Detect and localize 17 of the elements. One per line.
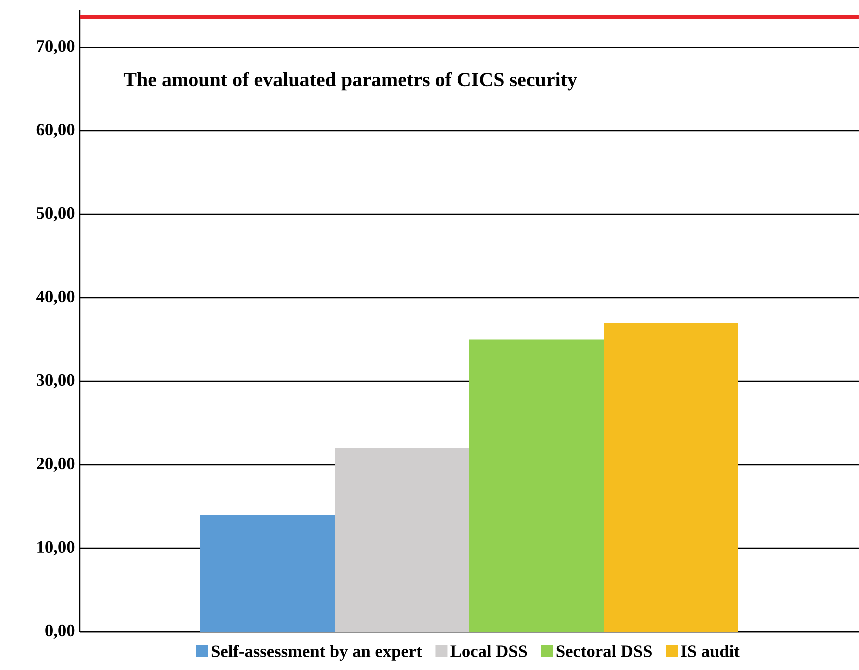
y-tick-label: 60,00 xyxy=(36,124,75,138)
bar xyxy=(604,323,738,632)
bar xyxy=(335,448,470,632)
bar xyxy=(200,515,336,632)
y-tick-label: 10,00 xyxy=(38,541,75,556)
legend-label: Sectoral DSS xyxy=(556,645,652,658)
text: The amount of evaluated parametrs of CICS security xyxy=(124,72,578,91)
y-tick-label: 0,00 xyxy=(46,624,75,640)
y-tick-label: 20,00 xyxy=(37,458,75,472)
y-tick-label: 70,00 xyxy=(37,40,75,55)
legend-label: IS audit xyxy=(681,645,740,658)
y-tick-label: 50,00 xyxy=(36,207,75,222)
bar xyxy=(470,340,604,632)
y-tick-label: 30,00 xyxy=(36,374,75,389)
y-tick-label: 40,00 xyxy=(36,290,75,306)
legend-label: Local DSS xyxy=(450,645,528,658)
legend-label: Self-assessment by an expert xyxy=(212,645,422,661)
